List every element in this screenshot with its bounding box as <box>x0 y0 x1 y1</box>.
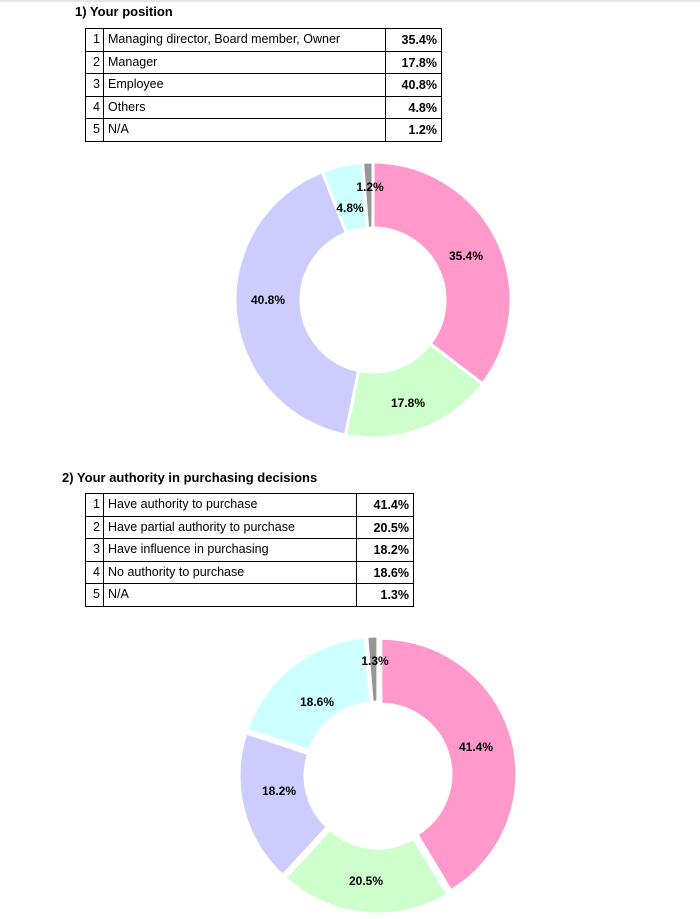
slice-data-label: 41.4% <box>459 740 493 754</box>
table-row: 3 Employee 40.8% <box>85 73 442 97</box>
row-label: Others <box>103 95 386 119</box>
slice-data-label: 1.3% <box>361 654 389 668</box>
donut-slice <box>360 160 375 230</box>
slice-data-label: 35.4% <box>449 249 483 263</box>
row-value: 4.8% <box>385 95 442 119</box>
donut-slice <box>233 169 361 437</box>
row-value: 1.3% <box>356 583 414 607</box>
section-2-title: 2) Your authority in purchasing decision… <box>62 470 318 485</box>
row-value: 17.8% <box>385 50 442 74</box>
row-value: 40.8% <box>385 73 442 97</box>
row-value: 35.4% <box>385 28 442 52</box>
authority-table: 1 Have authority to purchase 41.4% 2 Have pa… <box>85 493 414 607</box>
slice-data-label: 17.8% <box>391 396 425 410</box>
table-row: 1 Managing director, Board member, Owner 3… <box>85 28 442 52</box>
table-row: 2 Manager 17.8% <box>85 50 442 74</box>
slice-data-label: 4.8% <box>336 201 364 215</box>
donut-slice <box>283 827 450 916</box>
position-table: 1 Managing director, Board member, Owner 3… <box>85 28 442 142</box>
row-label: N/A <box>103 118 386 142</box>
table-row: 5 N/A 1.2% <box>85 118 442 142</box>
section-1-title: 1) Your position <box>75 4 173 19</box>
table-row: 4 No authority to purchase 18.6% <box>85 560 414 584</box>
table-row: 5 N/A 1.3% <box>85 583 414 607</box>
row-label: Have influence in purchasing <box>103 538 357 562</box>
row-value: 18.2% <box>356 538 414 562</box>
donut-slice <box>237 731 330 878</box>
page-top-border <box>0 0 700 2</box>
table-row: 3 Have influence in purchasing 18.2% <box>85 538 414 562</box>
table-row: 4 Others 4.8% <box>85 95 442 119</box>
donut-slice <box>365 634 380 704</box>
donut-slice <box>245 635 373 753</box>
slice-data-label: 20.5% <box>349 874 383 888</box>
row-label: N/A <box>103 583 357 607</box>
row-label: No authority to purchase <box>103 560 357 584</box>
row-value: 20.5% <box>356 515 414 539</box>
slice-data-label: 40.8% <box>251 293 285 307</box>
row-value: 18.6% <box>356 560 414 584</box>
slice-data-label: 1.2% <box>356 180 384 194</box>
row-value: 41.4% <box>356 493 414 517</box>
row-value: 1.2% <box>385 118 442 142</box>
row-number: 5 <box>85 118 104 142</box>
slice-data-label: 18.6% <box>300 695 334 709</box>
donut-slice <box>379 636 519 893</box>
donut-slice <box>371 160 513 386</box>
slice-data-label: 18.2% <box>262 784 296 798</box>
